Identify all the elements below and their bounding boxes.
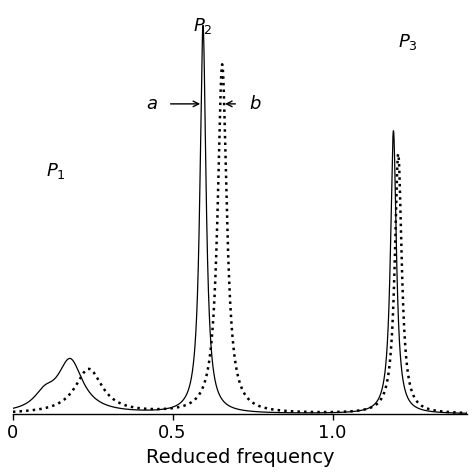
Text: $b$: $b$: [249, 95, 262, 113]
Text: $P_3$: $P_3$: [398, 32, 418, 52]
X-axis label: Reduced frequency: Reduced frequency: [146, 448, 334, 467]
Text: $P_1$: $P_1$: [46, 162, 65, 182]
Text: $a$: $a$: [146, 95, 158, 113]
Text: $P_2$: $P_2$: [193, 16, 213, 36]
